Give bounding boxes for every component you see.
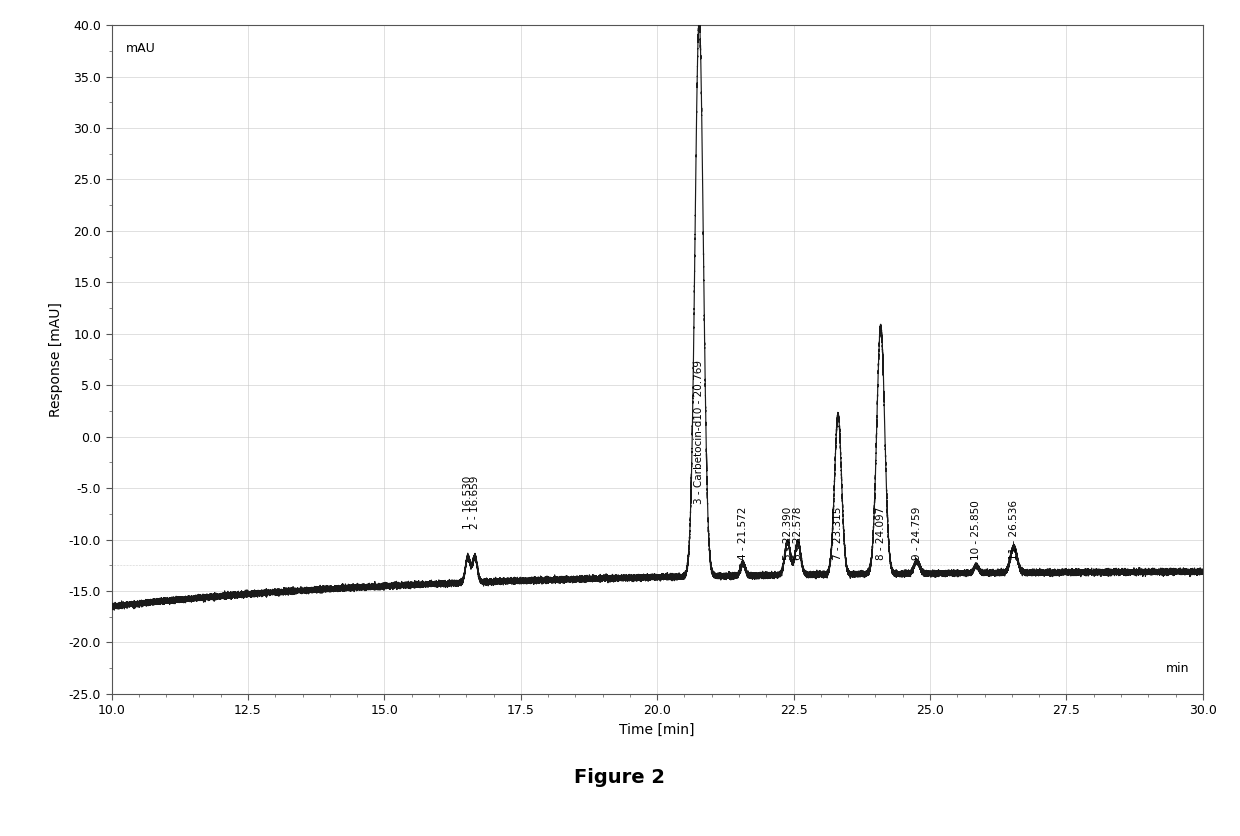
Text: min: min [1166, 662, 1189, 675]
Text: 1 - 16.530: 1 - 16.530 [463, 476, 472, 529]
Text: 2 - 16.659: 2 - 16.659 [470, 476, 480, 529]
Text: 3 - Carbetocin-d10 - 20.769: 3 - Carbetocin-d10 - 20.769 [694, 359, 704, 503]
Text: 5 - 22.390: 5 - 22.390 [782, 507, 792, 560]
Text: 9 - 24.759: 9 - 24.759 [911, 507, 921, 560]
Text: 11 - 26.536: 11 - 26.536 [1009, 500, 1019, 560]
Text: mAU: mAU [125, 42, 155, 55]
Text: 7 - 23.315: 7 - 23.315 [833, 507, 843, 560]
Text: Figure 2: Figure 2 [574, 768, 666, 787]
Text: 4 - 21.572: 4 - 21.572 [738, 507, 748, 560]
Text: 6 - 22.578: 6 - 22.578 [792, 507, 802, 560]
Text: 8 - 24.097: 8 - 24.097 [875, 507, 885, 560]
Y-axis label: Response [mAU]: Response [mAU] [50, 302, 63, 417]
Text: 10 - 25.850: 10 - 25.850 [971, 501, 981, 560]
X-axis label: Time [min]: Time [min] [620, 723, 694, 737]
